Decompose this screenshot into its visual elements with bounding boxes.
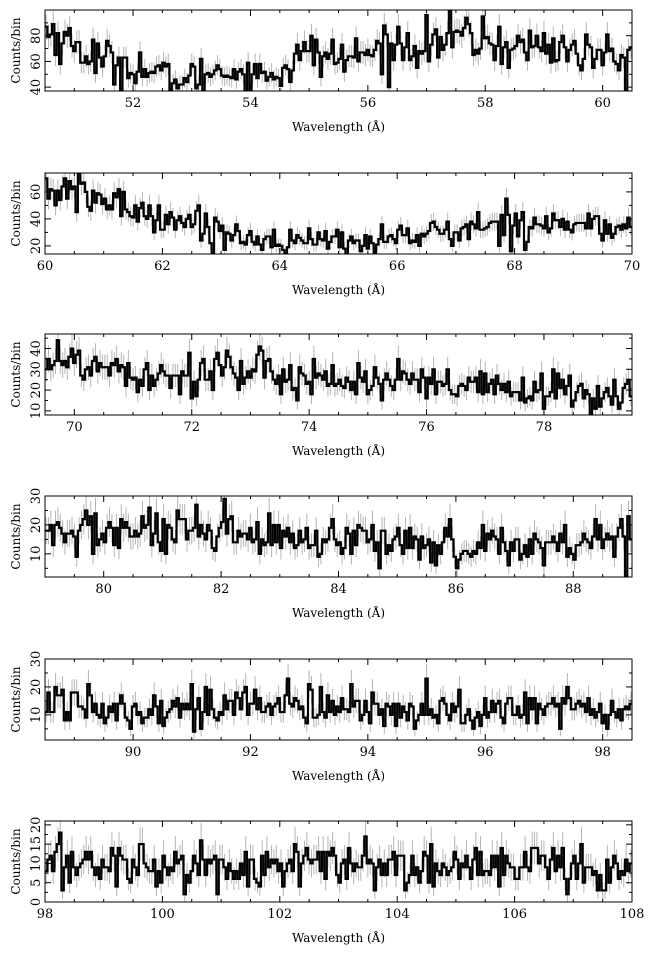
y-tick-label: 5 bbox=[29, 879, 44, 887]
x-tick-label: 94 bbox=[360, 745, 377, 760]
x-tick-label: 106 bbox=[502, 907, 527, 922]
x-axis-title: Wavelength (Å) bbox=[292, 768, 385, 783]
y-tick-label: 10 bbox=[29, 403, 44, 420]
x-tick-label: 98 bbox=[37, 907, 54, 922]
y-tick-label: 20 bbox=[29, 517, 44, 534]
x-tick-label: 80 bbox=[95, 582, 112, 597]
y-tick-label: 40 bbox=[29, 340, 44, 357]
y-axis-title: Counts/bin bbox=[9, 17, 23, 83]
x-tick-label: 102 bbox=[267, 907, 292, 922]
x-tick-label: 64 bbox=[272, 259, 289, 274]
y-tick-label: 60 bbox=[29, 184, 44, 201]
spectrum-histogram-6 bbox=[45, 831, 632, 896]
spectrum-histogram-2 bbox=[45, 173, 632, 254]
spectrum-histogram-3 bbox=[45, 339, 632, 415]
y-tick-label: 20 bbox=[29, 238, 44, 255]
panel-4: 80 82 84 86 88 10 20 30 Wavelength (Å) Counts/bin bbox=[9, 488, 633, 620]
x-tick-label: 72 bbox=[183, 420, 200, 435]
x-tick-label: 70 bbox=[66, 420, 83, 435]
y-tick-label: 10 bbox=[29, 546, 44, 563]
y-tick-label: 30 bbox=[29, 651, 44, 668]
panel-6: 98 100 102 104 106 108 0 5 10 15 20 Wavelength (Å) C… bbox=[9, 817, 644, 945]
y-tick-label: 40 bbox=[29, 79, 44, 96]
y-tick-label: 15 bbox=[29, 836, 44, 853]
x-tick-label: 98 bbox=[594, 745, 611, 760]
y-tick-label: 0 bbox=[29, 898, 44, 906]
y-tick-label: 40 bbox=[29, 211, 44, 228]
x-axis-title: Wavelength (Å) bbox=[292, 930, 385, 945]
panel-3: 70 72 74 76 78 10 20 30 40 Wavelength (Å) Counts/b… bbox=[9, 333, 633, 458]
x-tick-label: 76 bbox=[418, 420, 435, 435]
x-tick-label: 70 bbox=[624, 259, 641, 274]
x-tick-label: 108 bbox=[620, 907, 645, 922]
x-tick-label: 54 bbox=[242, 96, 259, 111]
x-axis-title: Wavelength (Å) bbox=[292, 443, 385, 458]
y-tick-label: 10 bbox=[29, 855, 44, 872]
x-tick-label: 92 bbox=[242, 745, 259, 760]
x-axis-title: Wavelength (Å) bbox=[292, 605, 385, 620]
y-axis-title: Counts/bin bbox=[9, 503, 23, 569]
x-tick-label: 90 bbox=[125, 745, 142, 760]
y-tick-label: 30 bbox=[29, 361, 44, 378]
spectrum-histogram-1 bbox=[45, 10, 632, 91]
y-tick-label: 20 bbox=[29, 382, 44, 399]
x-tick-label: 84 bbox=[330, 582, 347, 597]
x-tick-label: 104 bbox=[385, 907, 410, 922]
y-tick-label: 30 bbox=[29, 488, 44, 505]
y-tick-label: 10 bbox=[29, 707, 44, 724]
y-tick-label: 20 bbox=[29, 679, 44, 696]
y-axis-title: Counts/bin bbox=[9, 341, 23, 407]
x-tick-label: 60 bbox=[594, 96, 611, 111]
x-tick-label: 74 bbox=[301, 420, 318, 435]
y-axis-title: Counts/bin bbox=[9, 828, 23, 894]
panel-5: 90 92 94 96 98 10 20 30 Wavelength (Å) Counts/bin bbox=[9, 651, 633, 783]
y-tick-label: 20 bbox=[29, 817, 44, 834]
x-tick-label: 100 bbox=[150, 907, 175, 922]
x-tick-label: 52 bbox=[125, 96, 142, 111]
x-axis-title: Wavelength (Å) bbox=[292, 119, 385, 134]
x-tick-label: 78 bbox=[536, 420, 553, 435]
x-axis-title: Wavelength (Å) bbox=[292, 282, 385, 297]
y-axis-title: Counts/bin bbox=[9, 666, 23, 732]
x-tick-label: 96 bbox=[477, 745, 494, 760]
x-tick-label: 82 bbox=[213, 582, 230, 597]
x-tick-label: 60 bbox=[37, 259, 54, 274]
y-tick-label: 80 bbox=[29, 27, 44, 44]
panel-2: 60 62 64 66 68 70 20 40 60 Wavelength (Å) Counts/b… bbox=[9, 172, 641, 297]
spectrum-histogram-4 bbox=[45, 497, 632, 577]
y-axis-title: Counts/bin bbox=[9, 180, 23, 246]
spectrum-histogram-5 bbox=[45, 677, 632, 733]
x-tick-label: 66 bbox=[389, 259, 406, 274]
x-tick-label: 56 bbox=[360, 96, 377, 111]
x-tick-label: 62 bbox=[154, 259, 171, 274]
error-bars-5 bbox=[45, 663, 632, 739]
x-tick-label: 86 bbox=[448, 582, 465, 597]
x-tick-label: 88 bbox=[565, 582, 582, 597]
x-tick-label: 58 bbox=[477, 96, 494, 111]
x-tick-label: 68 bbox=[506, 259, 523, 274]
y-tick-label: 60 bbox=[29, 53, 44, 70]
panel-1: 52 54 56 58 60 40 60 80 Wavelength (Å) Counts/bin bbox=[9, 9, 633, 134]
